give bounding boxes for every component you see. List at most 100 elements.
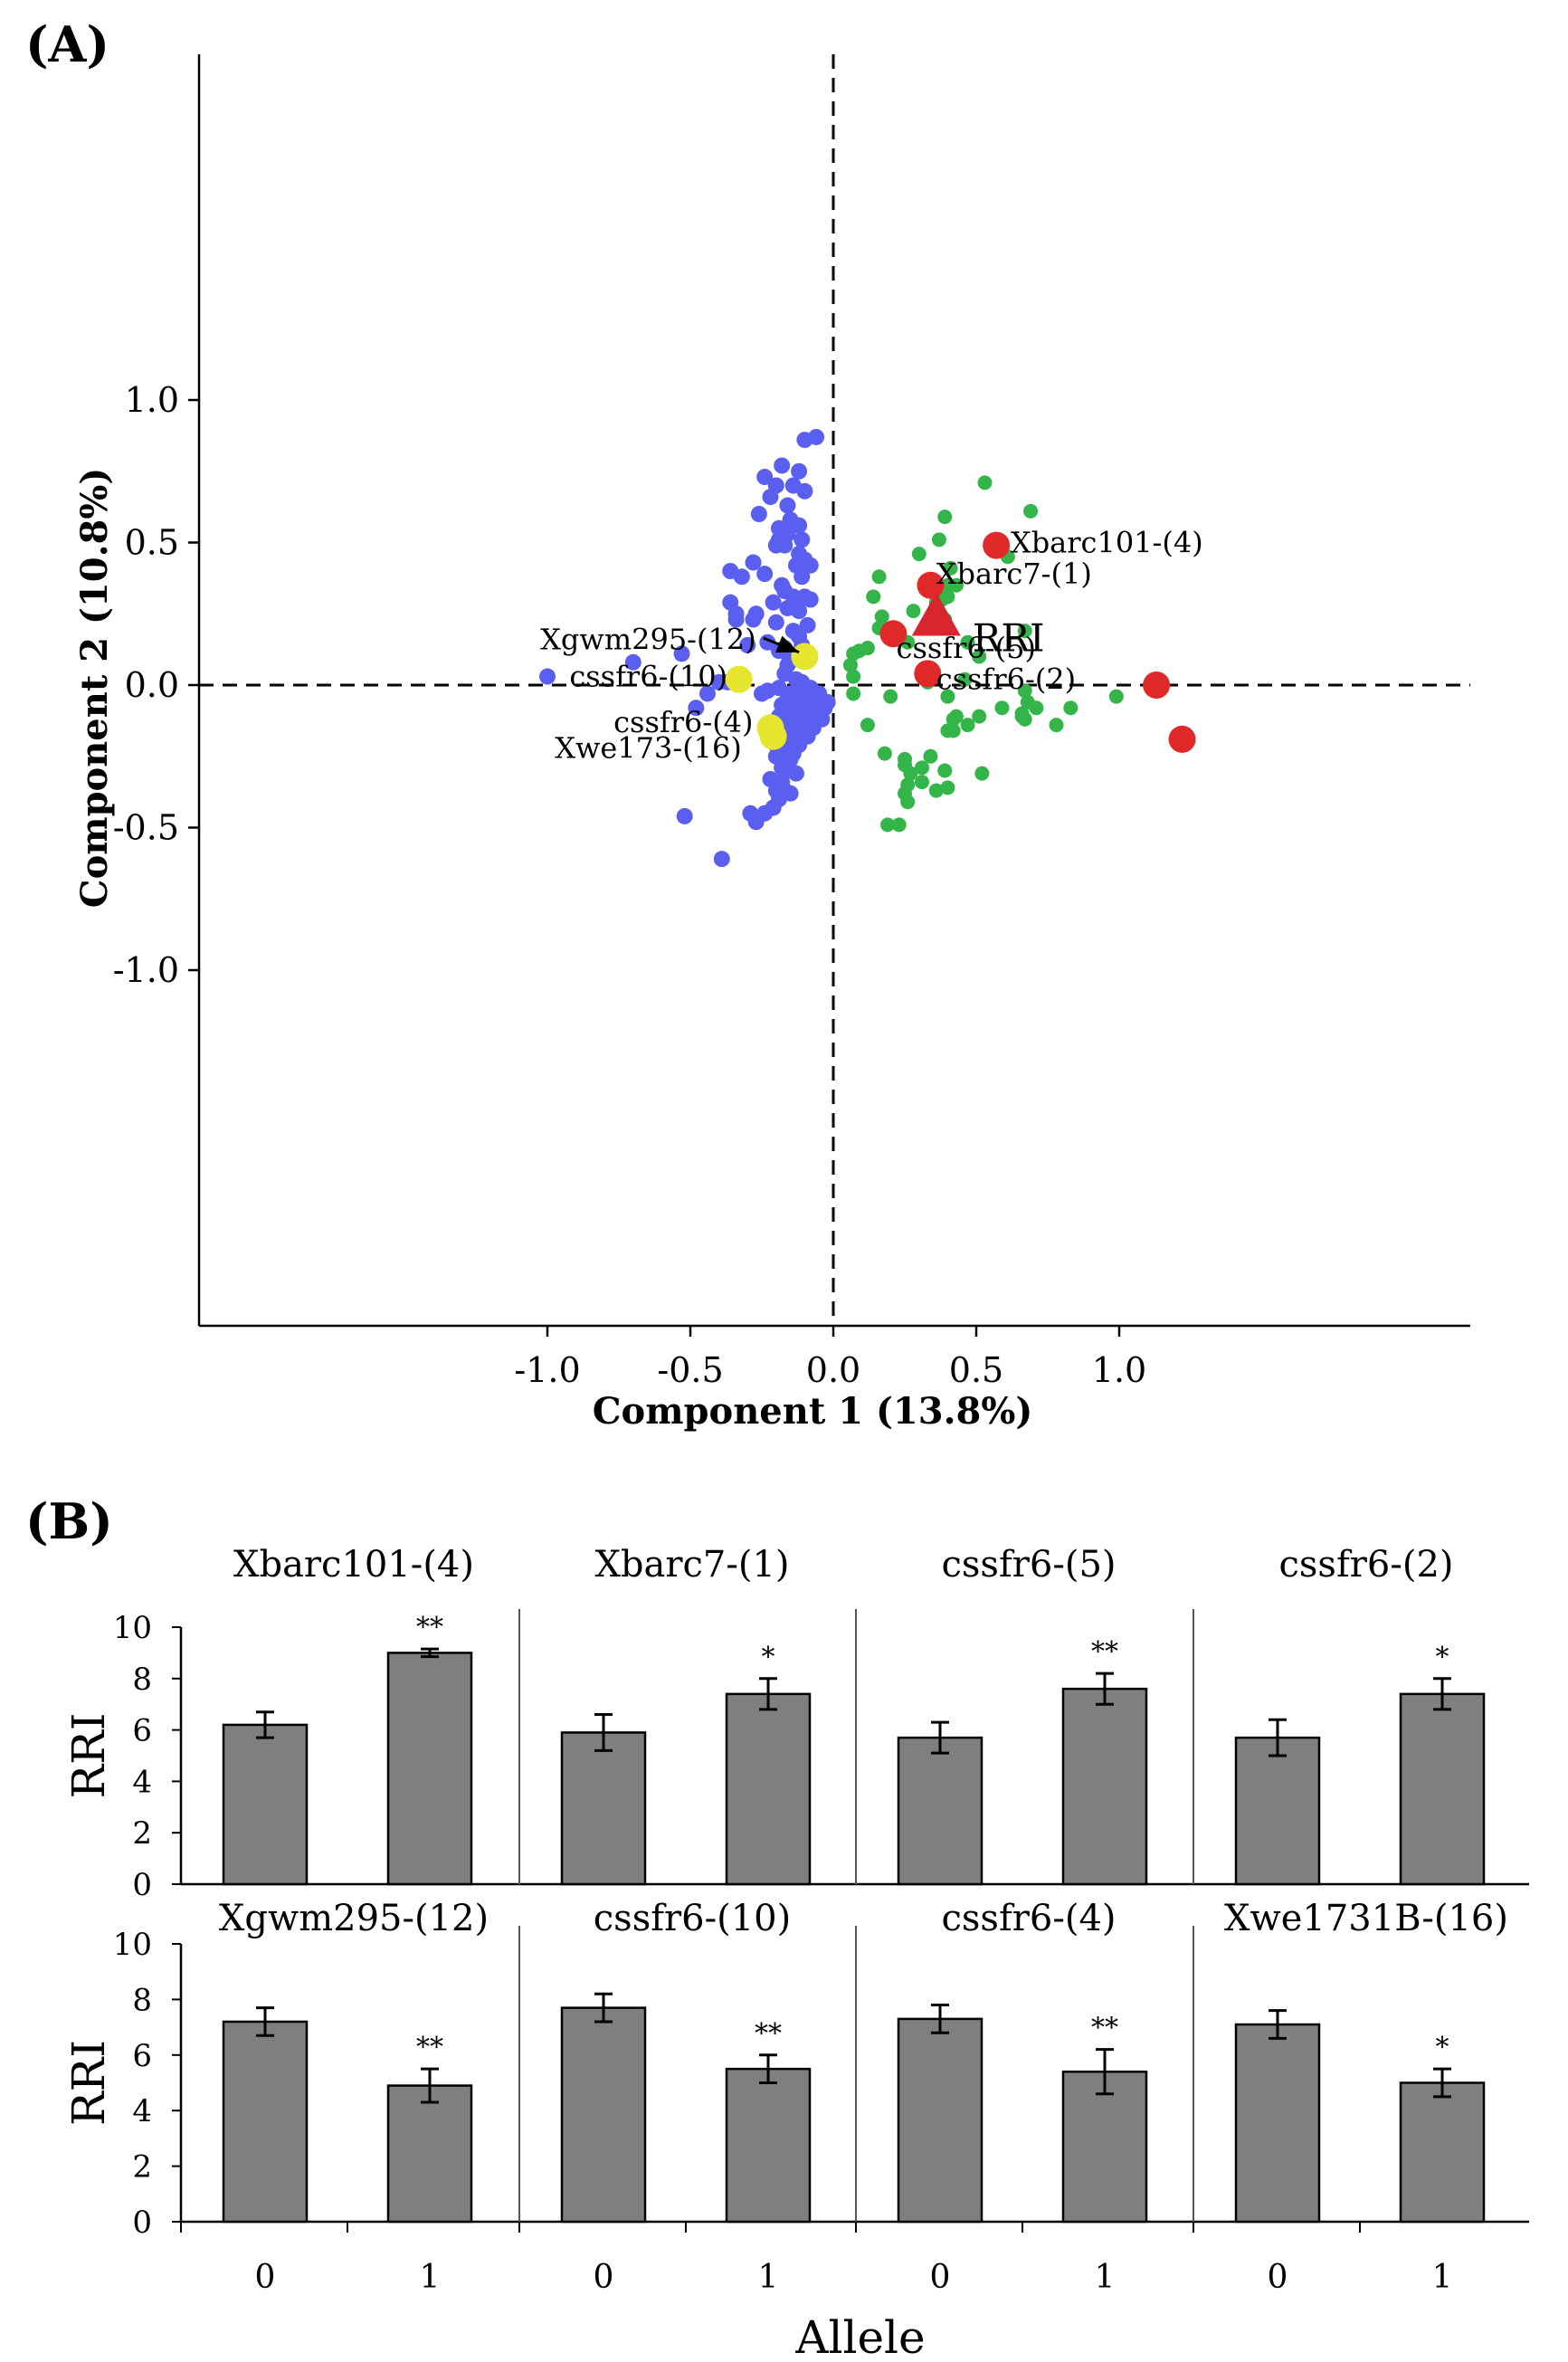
scatter-points: RRI xyxy=(539,428,1196,868)
bar xyxy=(1061,2070,1148,2224)
x-tick-label: 0.0 xyxy=(806,1350,860,1390)
point-green xyxy=(972,649,987,664)
point-blue xyxy=(739,636,756,653)
bar-y-tick-label: 0 xyxy=(132,1867,152,1903)
point-blue xyxy=(688,700,705,717)
significance-marker: ** xyxy=(1091,1636,1118,1668)
point-green xyxy=(900,795,916,810)
point-blue xyxy=(710,673,727,691)
point-green xyxy=(846,646,861,662)
point-blue xyxy=(673,645,690,662)
point-blue xyxy=(794,531,811,548)
point-blue xyxy=(756,566,774,583)
bar-category-label: 0 xyxy=(1268,2259,1288,2296)
point-yellow xyxy=(791,643,819,671)
point-green xyxy=(883,689,898,704)
bar-y-tick-label: 10 xyxy=(113,1610,152,1646)
scatter-ticks: -1.0 -0.5 0.0 0.5 1.0 1.0 0.5 0.0 -0.5 -1.0 xyxy=(113,380,1147,1390)
point-red xyxy=(983,531,1011,559)
point-green xyxy=(994,700,1010,716)
scatter-axes xyxy=(197,54,1470,1328)
bar-y-axis-label: RRI xyxy=(62,2040,115,2126)
point-blue xyxy=(802,591,819,608)
bar-panel-title: cssfr6-(5) xyxy=(941,1544,1116,1586)
point-blue xyxy=(539,668,556,685)
point-red xyxy=(1143,671,1171,699)
point-green xyxy=(972,709,987,724)
significance-marker: ** xyxy=(1091,2013,1118,2044)
bar xyxy=(1234,1736,1321,1886)
y-tick-label: 1.0 xyxy=(125,380,179,420)
point-annotation: cssfr6-(2) xyxy=(936,662,1076,697)
point-green xyxy=(937,763,953,778)
point-annotation: Xgwm295-(12) xyxy=(540,623,756,657)
bar-category-label: 0 xyxy=(594,2259,614,2296)
point-green xyxy=(946,711,961,727)
point-blue xyxy=(762,489,779,506)
point-green xyxy=(923,748,938,764)
point-red xyxy=(879,620,908,648)
bar-y-tick-label: 0 xyxy=(132,2205,152,2241)
point-green xyxy=(914,775,929,790)
bar xyxy=(897,1736,984,1886)
point-blue xyxy=(676,807,693,824)
point-green xyxy=(1063,700,1079,716)
significance-marker: * xyxy=(1436,2032,1449,2063)
bar-y-tick-label: 4 xyxy=(132,1764,152,1800)
bar-y-axis-label: RRI xyxy=(62,1712,115,1798)
x-tick-label: 0.5 xyxy=(949,1350,1003,1390)
bar-panel-title: Xgwm295-(12) xyxy=(219,1898,489,1939)
point-blue xyxy=(779,497,796,514)
point-red xyxy=(1168,725,1196,753)
point-green xyxy=(940,723,955,738)
point-green xyxy=(940,577,955,593)
point-annotation: cssfr6-(5) xyxy=(897,631,1036,665)
point-blue xyxy=(787,765,804,782)
point-blue xyxy=(745,554,762,571)
point-green xyxy=(1049,718,1064,733)
significance-marker: ** xyxy=(416,2032,443,2063)
point-green xyxy=(960,718,975,733)
bar-chart-grid: 0246810RRI0246810RRIXbarc101-(4)**Xbarc7… xyxy=(62,1544,1529,2296)
bar-y-tick-label: 6 xyxy=(132,2038,152,2074)
point-green xyxy=(943,560,958,576)
bar xyxy=(386,2084,473,2224)
point-green xyxy=(880,817,896,833)
point-blue xyxy=(796,482,813,500)
bar xyxy=(560,2006,647,2224)
point-green xyxy=(940,689,955,704)
point-green xyxy=(1029,700,1044,716)
point-green xyxy=(874,609,889,624)
bar-category-label: 0 xyxy=(255,2259,276,2296)
bar-panel-title: cssfr6-(10) xyxy=(594,1898,791,1939)
panel-b-label: (B) xyxy=(25,1492,113,1550)
y-tick-label: -1.0 xyxy=(113,950,179,990)
point-blue xyxy=(767,537,784,554)
bar xyxy=(1234,2023,1321,2224)
point-blue xyxy=(750,506,767,522)
point-green xyxy=(960,634,975,650)
point-green xyxy=(871,569,887,585)
point-green xyxy=(957,671,973,687)
point-green xyxy=(931,532,946,548)
bar-y-tick-label: 10 xyxy=(113,1927,152,1963)
point-green xyxy=(866,589,881,605)
point-blue xyxy=(733,568,750,586)
point-blue xyxy=(791,603,808,620)
bar-y-tick-label: 8 xyxy=(132,1662,152,1698)
point-green xyxy=(903,766,918,781)
bar-panel-title: Xwe1731B-(16) xyxy=(1224,1898,1508,1939)
bar-panel-title: Xbarc101-(4) xyxy=(233,1544,474,1586)
bar-category-label: 1 xyxy=(420,2259,441,2296)
point-blue xyxy=(624,653,641,671)
bar xyxy=(222,1723,309,1886)
point-green xyxy=(1017,624,1032,639)
point-green xyxy=(1017,711,1032,727)
point-yellow xyxy=(725,665,753,693)
point-annotation: Xwe173-(16) xyxy=(555,730,742,765)
bar xyxy=(222,2020,309,2224)
bar-x-axis-label: Allele xyxy=(794,2311,925,2362)
point-blue xyxy=(756,469,774,486)
scatter-plot: -1.0 -0.5 0.0 0.5 1.0 1.0 0.5 0.0 -0.5 -1.0 RRI X… xyxy=(73,54,1470,1433)
